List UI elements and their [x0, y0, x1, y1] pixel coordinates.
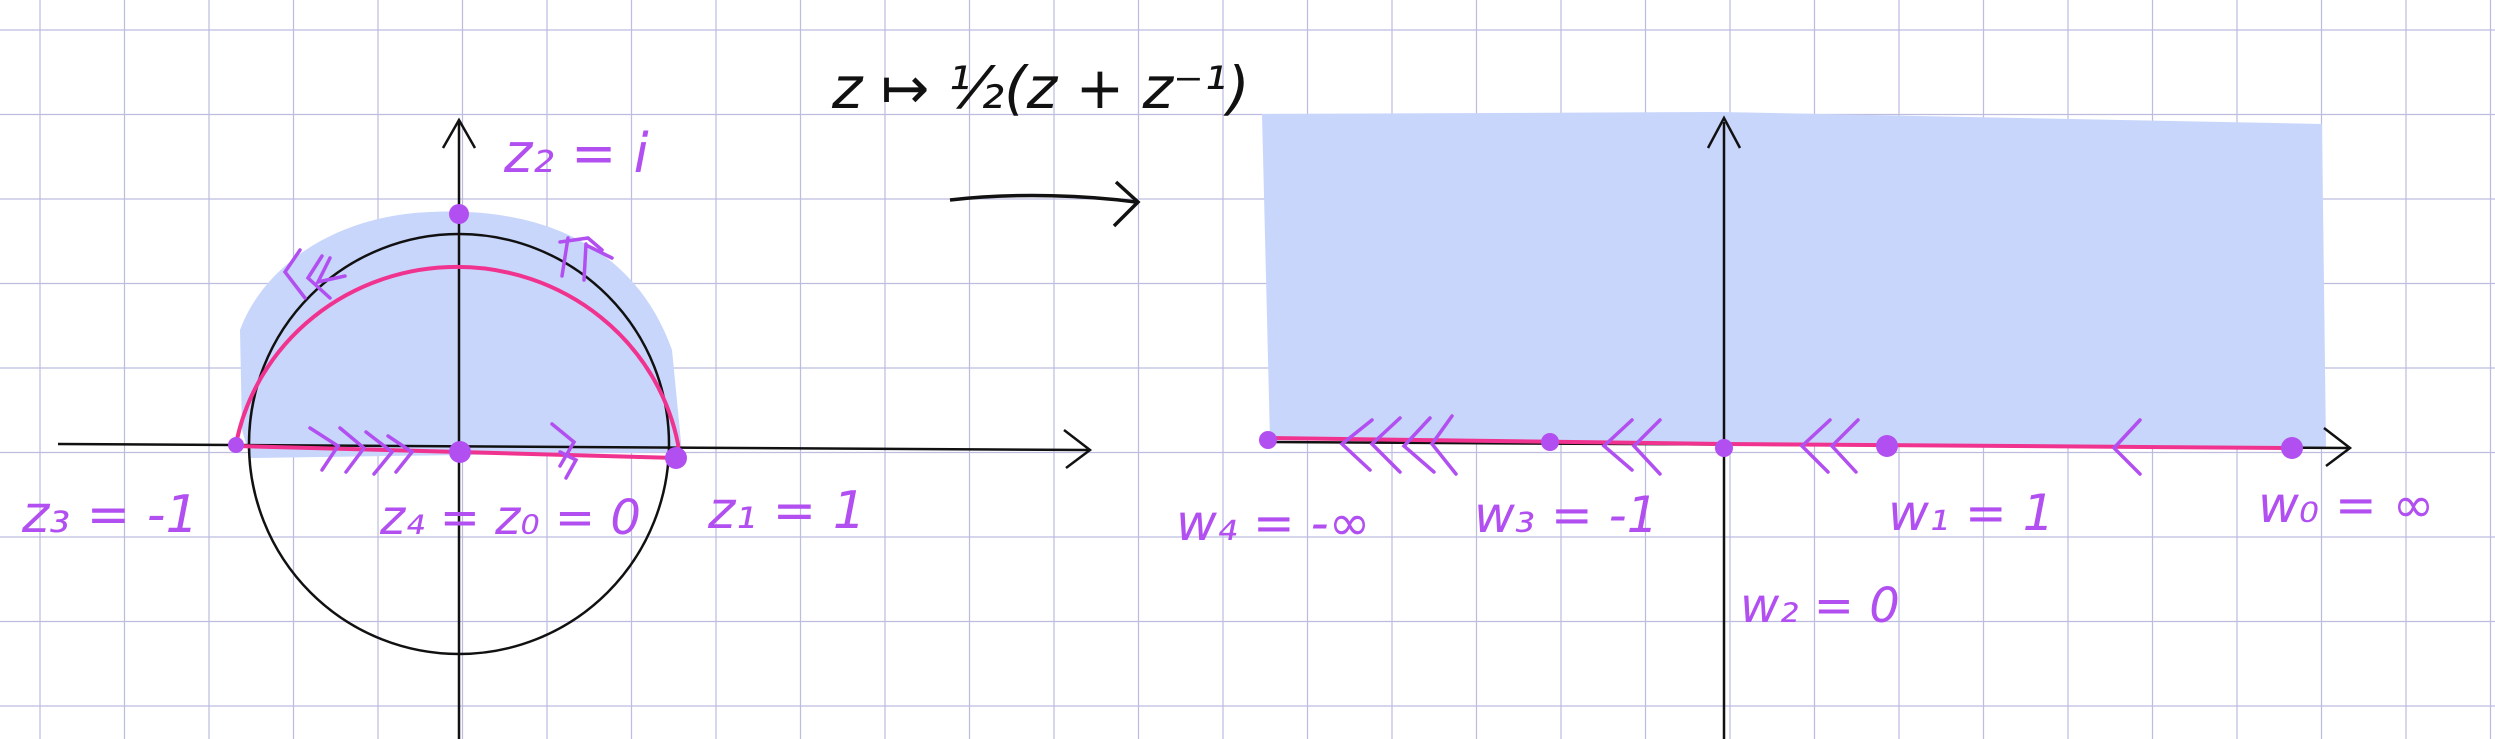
label-z1: z₁ = 1 — [707, 481, 866, 541]
point-z1 — [665, 447, 687, 469]
arrow-marks-real-line — [1339, 414, 2142, 476]
right-points — [1259, 431, 2303, 459]
transform-arrow-head — [1112, 180, 1141, 228]
point-w0 — [2281, 437, 2303, 459]
label-z2: z₂ = i — [503, 122, 649, 185]
left-x-axis-arrowhead — [1063, 429, 1093, 469]
point-w3 — [1541, 433, 1559, 451]
label-z3: z₃ = -1 — [21, 485, 199, 545]
transform-label: z ↦ ½(z + z⁻¹) — [831, 54, 1250, 122]
upper-half-plane-shading — [1262, 112, 2326, 448]
upper-half-disc-shading — [240, 211, 682, 458]
transform-arrow — [949, 193, 1137, 204]
boundary-upper-semicircle — [234, 264, 681, 459]
label-z4-z0: z₄ = z₀ = 0 — [379, 490, 641, 546]
arrow-marks-segment — [308, 422, 579, 480]
label-w4: w₄ = -∞ — [1176, 494, 1370, 552]
left-panel: z₂ = i z₃ = -1 z₄ = z₀ = 0 z₁ = 1 — [21, 117, 1093, 739]
point-z3 — [228, 437, 244, 453]
right-y-axis-arrowhead — [1706, 115, 1742, 149]
point-w2 — [1715, 439, 1733, 457]
right-panel: w₄ = -∞ w₃ = -1 w₁ = 1 w₀ = ∞ w₂ = 0 — [1176, 112, 2434, 739]
label-w3: w₃ = -1 — [1474, 486, 1658, 544]
arrow-marks-semicircle — [282, 236, 614, 300]
point-w4 — [1259, 431, 1277, 449]
right-x-axis-arrowhead — [2323, 427, 2353, 467]
point-w1 — [1876, 435, 1898, 457]
label-w1: w₁ = 1 — [1888, 484, 2054, 542]
point-z4-z0 — [449, 441, 471, 463]
transform-annotation: z ↦ ½(z + z⁻¹) — [831, 54, 1250, 228]
left-y-axis-arrowhead — [441, 117, 477, 149]
point-z2 — [449, 204, 469, 224]
left-points — [228, 204, 687, 469]
label-w2: w₂ = 0 — [1740, 578, 1900, 634]
label-w0: w₀ = ∞ — [2258, 476, 2434, 534]
